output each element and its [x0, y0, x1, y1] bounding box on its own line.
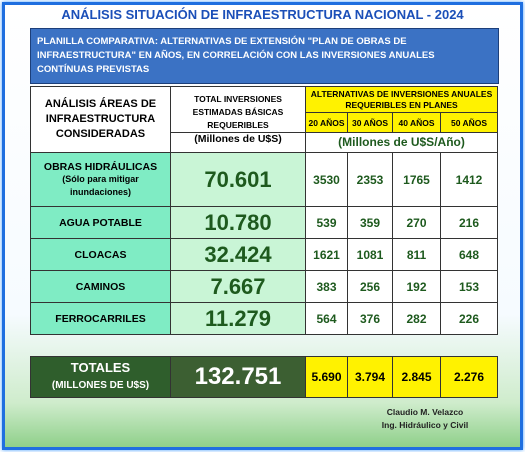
annual-cell: 282 [392, 302, 441, 335]
area-note: (Sólo para mitigar inundaciones) [62, 173, 139, 197]
header-total: TOTAL INVERSIONES ESTIMADAS BÁSICAS REQU… [170, 86, 306, 133]
total-cell: 7.667 [170, 270, 306, 303]
annual-cell: 383 [305, 270, 348, 303]
title: ANÁLISIS SITUACIÓN DE INFRAESTRUCTURA NA… [61, 7, 464, 22]
totals-total: 132.751 [170, 356, 306, 398]
annual-cell: 216 [439, 206, 499, 239]
totals-annual: 3.794 [347, 356, 393, 398]
annual-cell: 270 [392, 206, 441, 239]
area-cell: CAMINOS [30, 270, 171, 303]
annual-cell: 539 [305, 206, 348, 239]
signature: Claudio M. Velazco Ing. Hidráulico y Civ… [360, 406, 490, 432]
area-cell: CLOACAS [30, 238, 171, 271]
total-cell: 11.279 [170, 302, 306, 335]
table: ANÁLISIS ÁREAS DE INFRAESTRUCTURA CONSID… [30, 86, 499, 335]
annual-cell: 376 [347, 302, 393, 335]
totals-annual: 2.845 [392, 356, 441, 398]
totals-label-cell: TOTALES (MILLONES DE U$S) [30, 356, 171, 398]
annual-cell: 153 [439, 270, 499, 303]
area-name: FERROCARRILES [55, 312, 146, 325]
annual-cell: 256 [347, 270, 393, 303]
annual-cell: 1765 [392, 152, 441, 207]
annual-cell: 192 [392, 270, 441, 303]
annual-cell: 1621 [305, 238, 348, 271]
subtitle-banner: PLANILLA COMPARATIVA: ALTERNATIVAS DE EX… [30, 28, 499, 84]
totals-row: TOTALES (MILLONES DE U$S) 132.751 5.690 3… [30, 356, 498, 398]
totals-unit: (MILLONES DE U$S) [51, 380, 150, 391]
totals-annual: 2.276 [440, 356, 498, 398]
total-cell: 70.601 [170, 152, 306, 207]
area-name: CLOACAS [74, 248, 127, 261]
year-header: 20 AÑOS [305, 112, 348, 133]
annual-cell: 811 [392, 238, 441, 271]
area-cell: OBRAS HIDRÁULICAS (Sólo para mitigar inun… [30, 152, 171, 207]
header-alternatives: ALTERNATIVAS DE INVERSIONES ANUALES REQU… [304, 86, 499, 113]
header-area: ANÁLISIS ÁREAS DE INFRAESTRUCTURA CONSID… [30, 86, 171, 153]
signature-title: Ing. Hidráulico y Civil [381, 420, 469, 430]
table-row: CAMINOS 7.667 383 256 192 153 [30, 270, 499, 303]
year-header: 30 AÑOS [347, 112, 393, 133]
table-row: AGUA POTABLE 10.780 539 359 270 216 [30, 206, 499, 239]
year-header: 40 AÑOS [392, 112, 441, 133]
totals-label: TOTALES [70, 360, 131, 375]
annual-cell: 1412 [439, 152, 499, 207]
annual-cell: 1081 [347, 238, 393, 271]
header-annual-unit: (Millones de U$S/Año) [304, 132, 499, 153]
table-row: FERROCARRILES 11.279 564 376 282 226 [30, 302, 499, 335]
header-total-unit: (Millones de U$S) [170, 132, 306, 153]
annual-cell: 226 [439, 302, 499, 335]
table-row: OBRAS HIDRÁULICAS (Sólo para mitigar inun… [30, 152, 499, 207]
area-cell: FERROCARRILES [30, 302, 171, 335]
total-cell: 32.424 [170, 238, 306, 271]
annual-cell: 359 [347, 206, 393, 239]
area-cell: AGUA POTABLE [30, 206, 171, 239]
signature-name: Claudio M. Velazco [386, 407, 464, 417]
annual-cell: 3530 [305, 152, 348, 207]
year-header: 50 AÑOS [439, 112, 499, 133]
annual-cell: 648 [439, 238, 499, 271]
annual-cell: 2353 [347, 152, 393, 207]
total-cell: 10.780 [170, 206, 306, 239]
area-name: OBRAS HIDRÁULICAS [43, 160, 158, 173]
table-row: CLOACAS 32.424 1621 1081 811 648 [30, 238, 499, 271]
annual-cell: 564 [305, 302, 348, 335]
area-name: CAMINOS [75, 280, 126, 293]
area-name: AGUA POTABLE [59, 216, 142, 229]
totals-annual: 5.690 [305, 356, 348, 398]
